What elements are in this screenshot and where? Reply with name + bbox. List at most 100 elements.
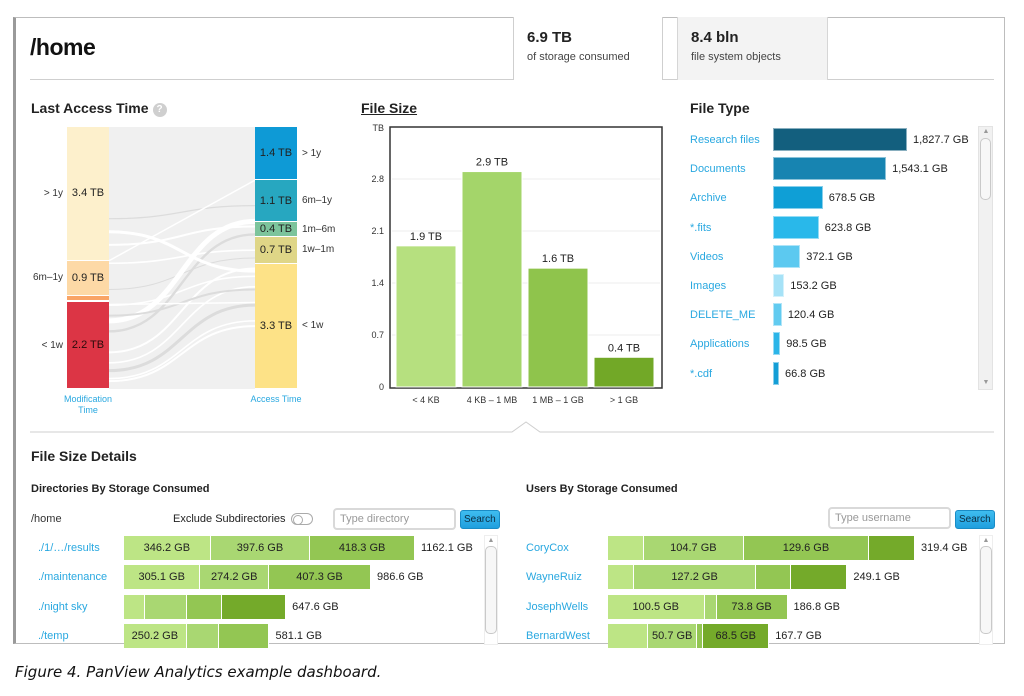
bar-segment[interactable]: 346.2 GB: [124, 536, 211, 560]
flow-link: [108, 320, 256, 380]
access-segment[interactable]: 0.7 TB: [255, 237, 297, 264]
bar-segment[interactable]: [145, 594, 187, 619]
file-type-label[interactable]: Archive: [690, 192, 727, 205]
bar-segment[interactable]: [608, 623, 649, 648]
bar-segment[interactable]: 127.2 GB: [633, 565, 757, 590]
bar-segment[interactable]: 250.2 GB: [124, 623, 187, 648]
row-label[interactable]: ./maintenance: [38, 571, 108, 584]
access-range-label: > 1y: [302, 147, 322, 159]
stacked-bar[interactable]: 100.5 GB 73.8 GB: [608, 594, 788, 619]
stacked-bar[interactable]: 104.7 GB 129.6 GB: [608, 536, 915, 560]
directory-scroll-thumb[interactable]: [485, 546, 497, 634]
file-type-scroll-thumb[interactable]: [980, 138, 991, 200]
bar-segment[interactable]: 397.6 GB: [210, 536, 311, 560]
bar-value-label: 1.9 TB: [410, 231, 442, 243]
stacked-bar[interactable]: [124, 594, 287, 619]
bar-segment[interactable]: [124, 594, 146, 619]
row-label[interactable]: ./1/…/results: [38, 542, 100, 554]
file-type-label[interactable]: *.cdf: [690, 367, 713, 380]
directory-search-button[interactable]: Search: [460, 510, 500, 529]
bar-segment[interactable]: 418.3 GB: [310, 536, 415, 560]
stacked-bar[interactable]: 127.2 GB: [608, 565, 848, 590]
file-type-label[interactable]: Applications: [690, 338, 750, 351]
file-type-bar[interactable]: [773, 274, 785, 297]
stacked-bar[interactable]: 250.2 GB: [124, 623, 270, 648]
scroll-up-icon[interactable]: ▲: [487, 537, 495, 544]
access-segment[interactable]: 1.1 TB: [255, 180, 297, 222]
file-type-bar[interactable]: [773, 186, 823, 210]
bar-segment[interactable]: [697, 623, 704, 648]
bar-segment[interactable]: 73.8 GB: [716, 594, 788, 619]
bar-segment[interactable]: 305.1 GB: [124, 565, 201, 590]
file-type-label[interactable]: Images: [690, 280, 727, 292]
bar-segment[interactable]: 129.6 GB: [744, 536, 869, 560]
bar-segment[interactable]: [186, 623, 220, 648]
access-segment[interactable]: 0.4 TB: [255, 221, 297, 238]
file-type-label[interactable]: *.fits: [690, 221, 712, 234]
help-icon[interactable]: ?: [152, 103, 167, 117]
bar-segment[interactable]: [221, 594, 287, 619]
file-type-bar[interactable]: [773, 361, 779, 385]
row-label[interactable]: JosephWells: [526, 600, 589, 613]
file-type-bar[interactable]: [773, 157, 887, 181]
users-scroll-thumb[interactable]: [980, 546, 992, 634]
modification-segment[interactable]: [67, 296, 109, 301]
file-type-bar[interactable]: [773, 128, 907, 151]
bar-segment[interactable]: [608, 536, 644, 560]
bar[interactable]: [593, 356, 655, 388]
bar[interactable]: [461, 171, 523, 388]
file-type-bar[interactable]: [773, 332, 781, 356]
bar-segment[interactable]: 407.3 GB: [269, 565, 372, 590]
stat-tab-objects[interactable]: 8.4 bln file system objects: [677, 17, 828, 80]
file-type-bar[interactable]: [773, 303, 782, 327]
bar[interactable]: [527, 267, 589, 388]
row-label[interactable]: WayneRuiz: [526, 571, 582, 584]
access-segment[interactable]: 1.4 TB: [255, 127, 297, 181]
file-size-title[interactable]: File Size: [361, 100, 418, 116]
access-time-axis-label[interactable]: Access Time: [250, 394, 302, 404]
bar-segment[interactable]: [608, 565, 634, 590]
file-type-bar[interactable]: [773, 215, 819, 239]
bar-segment[interactable]: [790, 565, 848, 590]
bar[interactable]: [395, 245, 457, 388]
exclude-subdirectories-toggle[interactable]: [291, 513, 313, 525]
scroll-up-icon[interactable]: ▲: [982, 128, 990, 135]
file-type-label[interactable]: DELETE_ME: [690, 309, 756, 322]
scroll-down-icon[interactable]: ▼: [982, 379, 990, 386]
flow-link: [108, 249, 256, 265]
row-total: 319.4 GB: [921, 542, 968, 554]
bar-segment[interactable]: [756, 565, 791, 590]
username-search-button[interactable]: Search: [955, 510, 995, 529]
bar-segment[interactable]: [868, 536, 915, 560]
bar-segment[interactable]: 274.2 GB: [200, 565, 270, 590]
file-type-label[interactable]: Research files: [690, 134, 760, 146]
directory-search-input[interactable]: [333, 508, 456, 530]
file-type-value: 98.5 GB: [786, 338, 827, 351]
scroll-up-icon[interactable]: ▲: [982, 537, 990, 544]
stacked-bar[interactable]: 50.7 GB 68.5 GB: [608, 623, 770, 648]
bar-segment[interactable]: 50.7 GB: [648, 623, 698, 648]
file-type-label[interactable]: Videos: [690, 250, 724, 263]
stacked-bar[interactable]: 305.1 GB 274.2 GB 407.3 GB: [124, 565, 372, 590]
row-label[interactable]: CoryCox: [526, 542, 569, 554]
row-label[interactable]: ./temp: [38, 629, 69, 642]
modification-segment[interactable]: 0.9 TB: [67, 260, 109, 297]
access-segment[interactable]: 3.3 TB: [255, 263, 297, 389]
file-type-bar[interactable]: [773, 244, 801, 268]
row-label[interactable]: BernardWest: [526, 629, 590, 642]
bar-segment[interactable]: 100.5 GB: [608, 594, 705, 619]
bar-segment[interactable]: 68.5 GB: [703, 623, 770, 648]
stacked-bar[interactable]: 346.2 GB 397.6 GB 418.3 GB: [124, 536, 415, 560]
row-label[interactable]: ./night sky: [38, 600, 88, 613]
modification-segment[interactable]: [67, 300, 109, 303]
modification-segment[interactable]: 3.4 TB: [67, 127, 109, 261]
modification-time-axis-label[interactable]: Modification Time: [63, 394, 113, 415]
bar-segment[interactable]: 104.7 GB: [643, 536, 745, 560]
file-type-label[interactable]: Documents: [690, 163, 746, 176]
bar-segment[interactable]: [186, 594, 222, 619]
modification-segment[interactable]: 2.2 TB: [67, 302, 109, 389]
bar-segment[interactable]: [704, 594, 717, 619]
bar-segment[interactable]: [219, 623, 270, 648]
username-search-input[interactable]: [828, 507, 951, 529]
stat-tab-storage[interactable]: 6.9 TB of storage consumed: [513, 17, 663, 80]
